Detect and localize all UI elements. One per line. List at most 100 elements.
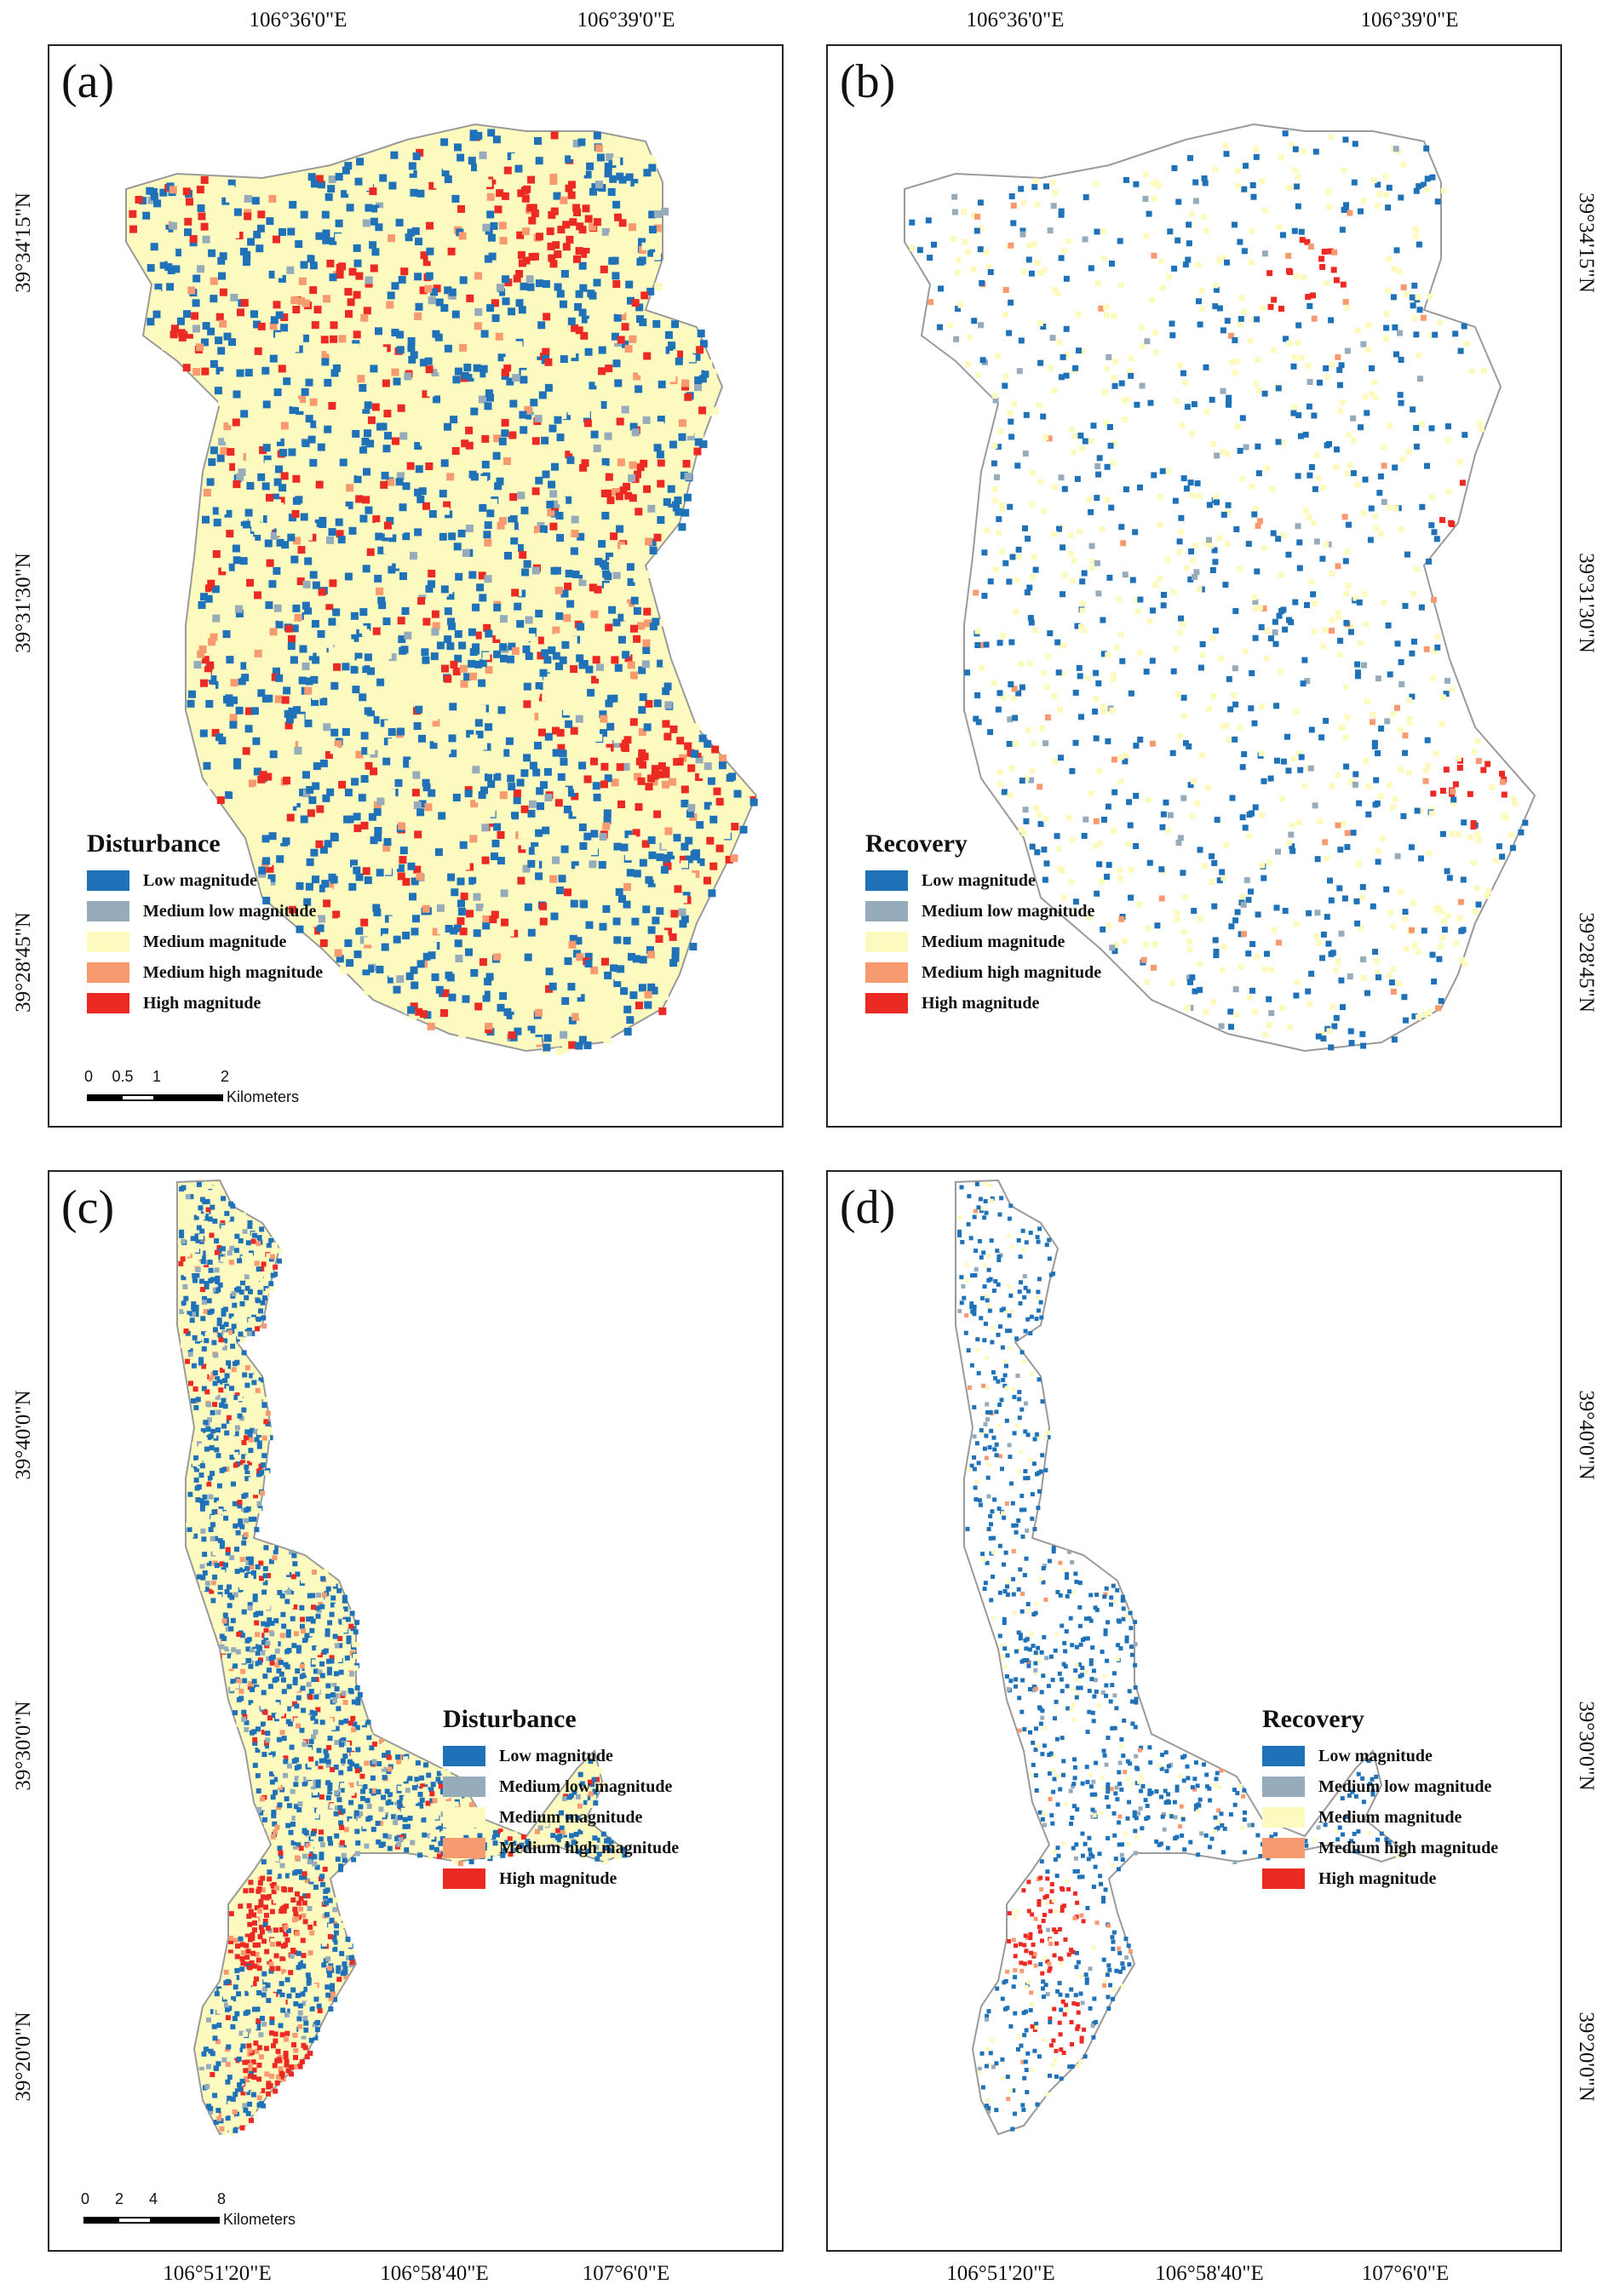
magnitude-pixel bbox=[298, 481, 307, 490]
magnitude-pixel bbox=[407, 1006, 416, 1014]
magnitude-pixel bbox=[484, 938, 491, 946]
magnitude-pixel bbox=[454, 367, 462, 376]
magnitude-pixel bbox=[571, 673, 578, 681]
magnitude-pixel bbox=[1002, 287, 1009, 293]
magnitude-pixel bbox=[1237, 447, 1243, 454]
magnitude-pixel bbox=[182, 187, 191, 196]
magnitude-pixel bbox=[552, 749, 560, 757]
magnitude-pixel bbox=[596, 663, 604, 672]
magnitude-pixel bbox=[398, 1754, 404, 1759]
magnitude-pixel bbox=[493, 772, 502, 781]
magnitude-pixel bbox=[371, 403, 380, 411]
magnitude-pixel bbox=[619, 486, 628, 495]
magnitude-pixel bbox=[313, 1920, 319, 1926]
magnitude-pixel bbox=[412, 1760, 418, 1766]
magnitude-pixel bbox=[1176, 538, 1183, 545]
magnitude-pixel bbox=[601, 227, 610, 236]
magnitude-pixel bbox=[1374, 958, 1381, 964]
magnitude-pixel bbox=[633, 833, 641, 841]
magnitude-pixel bbox=[448, 993, 457, 1002]
magnitude-pixel bbox=[1139, 382, 1146, 389]
magnitude-pixel bbox=[1241, 248, 1248, 255]
magnitude-pixel bbox=[194, 1507, 199, 1512]
magnitude-pixel bbox=[554, 970, 562, 979]
magnitude-pixel bbox=[159, 261, 168, 269]
magnitude-pixel bbox=[686, 428, 694, 436]
magnitude-pixel bbox=[1063, 325, 1070, 332]
magnitude-pixel bbox=[541, 940, 549, 949]
magnitude-pixel bbox=[1037, 270, 1044, 277]
magnitude-pixel bbox=[537, 532, 545, 541]
magnitude-pixel bbox=[1480, 766, 1487, 773]
magnitude-pixel bbox=[283, 2054, 289, 2060]
magnitude-pixel bbox=[1093, 818, 1100, 824]
magnitude-pixel bbox=[244, 1294, 250, 1300]
magnitude-pixel bbox=[1267, 303, 1274, 310]
magnitude-pixel bbox=[278, 1774, 284, 1780]
magnitude-pixel bbox=[673, 847, 681, 856]
magnitude-pixel bbox=[1191, 401, 1197, 408]
magnitude-pixel bbox=[383, 867, 392, 875]
magnitude-pixel bbox=[1441, 927, 1448, 933]
magnitude-pixel bbox=[1284, 733, 1290, 740]
magnitude-pixel bbox=[538, 391, 547, 399]
magnitude-pixel bbox=[1104, 874, 1111, 880]
magnitude-pixel bbox=[493, 593, 502, 601]
magnitude-pixel bbox=[598, 346, 606, 354]
magnitude-pixel bbox=[1471, 749, 1478, 755]
magnitude-pixel bbox=[1037, 821, 1044, 828]
magnitude-pixel bbox=[279, 1981, 284, 1987]
magnitude-pixel bbox=[1412, 227, 1419, 232]
magnitude-pixel bbox=[454, 630, 462, 638]
magnitude-pixel bbox=[1252, 634, 1259, 641]
magnitude-pixel bbox=[242, 2059, 248, 2065]
magnitude-pixel bbox=[1321, 249, 1328, 255]
magnitude-pixel bbox=[226, 1363, 231, 1369]
magnitude-pixel bbox=[1111, 382, 1118, 389]
magnitude-pixel bbox=[428, 181, 437, 190]
magnitude-pixel bbox=[973, 589, 979, 596]
magnitude-pixel bbox=[311, 820, 319, 829]
magnitude-pixel bbox=[268, 400, 277, 409]
magnitude-pixel bbox=[238, 1469, 244, 1475]
magnitude-pixel bbox=[273, 478, 282, 486]
magnitude-pixel bbox=[198, 212, 206, 221]
magnitude-pixel bbox=[1078, 623, 1084, 630]
magnitude-pixel bbox=[491, 839, 500, 847]
magnitude-pixel bbox=[246, 1528, 252, 1534]
magnitude-pixel bbox=[412, 152, 421, 161]
magnitude-pixel bbox=[453, 776, 462, 784]
magnitude-pixel bbox=[1029, 843, 1036, 850]
magnitude-pixel bbox=[591, 306, 600, 313]
magnitude-pixel bbox=[618, 236, 627, 244]
magnitude-pixel bbox=[409, 893, 416, 901]
magnitude-pixel bbox=[1263, 655, 1270, 662]
magnitude-pixel bbox=[546, 227, 554, 236]
magnitude-pixel bbox=[325, 1795, 331, 1800]
magnitude-pixel bbox=[1138, 324, 1145, 330]
magnitude-pixel bbox=[516, 620, 525, 629]
magnitude-pixel bbox=[335, 173, 343, 181]
magnitude-pixel bbox=[357, 468, 365, 476]
magnitude-pixel bbox=[239, 1460, 245, 1466]
magnitude-pixel bbox=[1300, 680, 1306, 687]
magnitude-pixel bbox=[307, 1853, 313, 1859]
magnitude-pixel bbox=[1275, 385, 1282, 392]
magnitude-pixel bbox=[560, 787, 568, 795]
magnitude-pixel bbox=[347, 186, 355, 194]
magnitude-pixel bbox=[1074, 623, 1081, 629]
magnitude-pixel bbox=[1304, 238, 1311, 245]
magnitude-pixel bbox=[434, 153, 443, 162]
magnitude-pixel bbox=[285, 715, 294, 724]
magnitude-pixel bbox=[1165, 827, 1172, 834]
magnitude-pixel bbox=[290, 555, 299, 564]
magnitude-pixel bbox=[339, 458, 347, 467]
magnitude-pixel bbox=[704, 740, 712, 749]
magnitude-pixel bbox=[996, 640, 1003, 646]
magnitude-pixel bbox=[633, 606, 641, 615]
magnitude-pixel bbox=[372, 627, 381, 635]
magnitude-pixel bbox=[1082, 236, 1088, 243]
magnitude-pixel bbox=[407, 337, 416, 345]
magnitude-pixel bbox=[583, 1042, 592, 1049]
magnitude-pixel bbox=[313, 1694, 319, 1700]
